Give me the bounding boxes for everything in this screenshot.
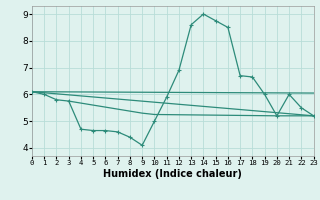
X-axis label: Humidex (Indice chaleur): Humidex (Indice chaleur) [103, 169, 242, 179]
